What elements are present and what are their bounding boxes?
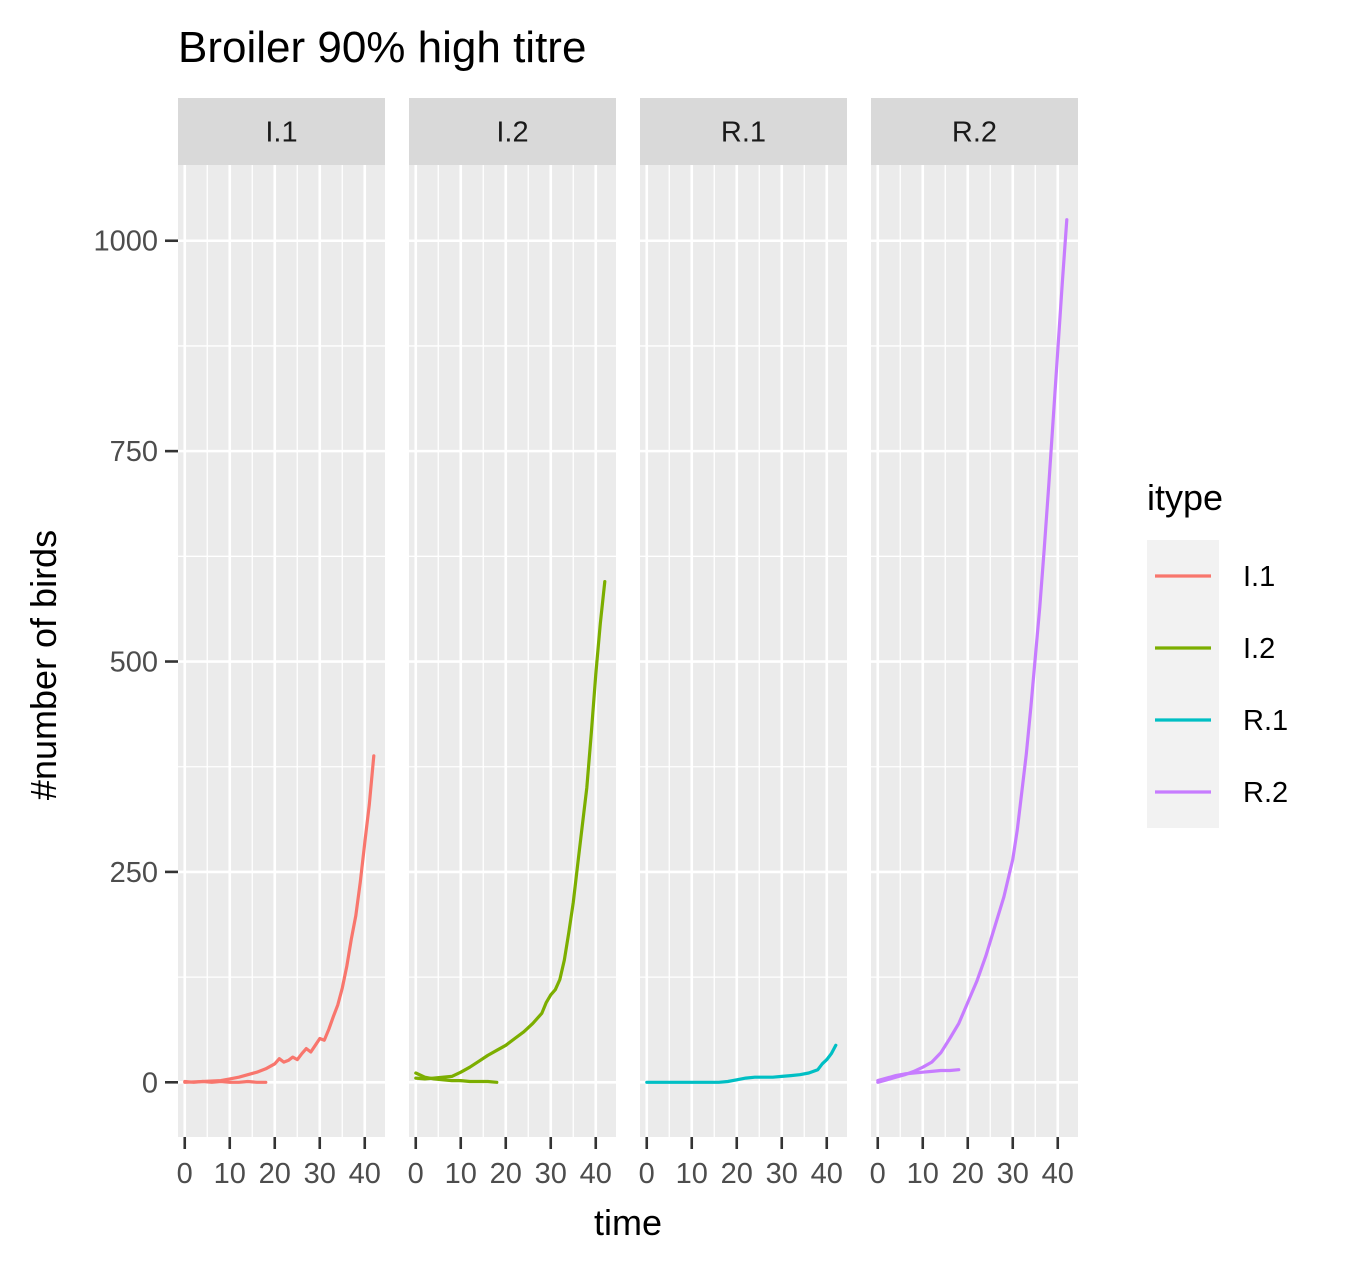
x-axis-title: time bbox=[594, 1202, 662, 1243]
facet-panel-i-2: I.2 0 10 20 30 40 bbox=[408, 98, 616, 1190]
facet-panel-i-1: I.1 0 10 20 30 40 bbox=[177, 98, 385, 1190]
x-tick-label: 40 bbox=[349, 1158, 381, 1190]
facet-panel-r-1: R.1 0 10 20 30 40 bbox=[639, 98, 847, 1190]
x-tick-label: 10 bbox=[907, 1158, 939, 1190]
series-line-r-2 bbox=[876, 218, 1069, 1084]
x-tick-label: 40 bbox=[1042, 1158, 1074, 1190]
y-tick-label: 0 bbox=[142, 1067, 158, 1099]
x-tick-label: 10 bbox=[214, 1158, 246, 1190]
x-tick-label: 0 bbox=[639, 1158, 655, 1190]
chart-title: Broiler 90% high titre bbox=[178, 23, 586, 72]
facet-strip bbox=[871, 98, 1078, 165]
x-tick-label: 20 bbox=[490, 1158, 522, 1190]
y-tick-label: 500 bbox=[110, 647, 158, 679]
facet-strip-label: R.1 bbox=[721, 117, 766, 149]
x-tick-label: 30 bbox=[997, 1158, 1029, 1190]
x-tick-label: 0 bbox=[870, 1158, 886, 1190]
x-tick-label: 0 bbox=[177, 1158, 193, 1190]
panel-background bbox=[871, 165, 1078, 1137]
legend: itype I.1 I.2 R.1 R.2 bbox=[1147, 477, 1288, 828]
x-tick-label: 10 bbox=[676, 1158, 708, 1190]
legend-label: I.2 bbox=[1243, 633, 1275, 665]
facet-strip bbox=[640, 98, 847, 165]
y-tick-label: 750 bbox=[110, 436, 158, 468]
legend-key-background bbox=[1147, 540, 1219, 828]
panel-background bbox=[178, 165, 385, 1137]
x-tick-label: 40 bbox=[580, 1158, 612, 1190]
legend-label: I.1 bbox=[1243, 561, 1275, 593]
legend-title: itype bbox=[1147, 477, 1223, 518]
y-tick-label: 250 bbox=[110, 857, 158, 889]
x-tick-label: 30 bbox=[304, 1158, 336, 1190]
facet-strip-label: I.1 bbox=[265, 117, 297, 149]
y-axis: 0 250 500 750 1000 bbox=[93, 226, 178, 1099]
x-tick-label: 20 bbox=[259, 1158, 291, 1190]
x-tick-label: 20 bbox=[952, 1158, 984, 1190]
panel-background bbox=[409, 165, 616, 1137]
series-line-i-1 bbox=[183, 754, 376, 1084]
facet-panels: I.1 0 10 20 30 40 I.2 0 10 20 30 40 R.1 0 10 20 30 40 R.2 0… bbox=[177, 98, 1078, 1190]
x-tick-label: 30 bbox=[766, 1158, 798, 1190]
x-tick-label: 0 bbox=[408, 1158, 424, 1190]
panel-background bbox=[640, 165, 847, 1137]
legend-label: R.2 bbox=[1243, 777, 1288, 809]
series-line-r-1 bbox=[645, 1043, 838, 1084]
x-tick-label: 30 bbox=[535, 1158, 567, 1190]
facet-strip bbox=[178, 98, 385, 165]
x-tick-label: 10 bbox=[445, 1158, 477, 1190]
y-tick-label: 1000 bbox=[93, 226, 158, 258]
series-line-i-2 bbox=[414, 579, 607, 1081]
facet-strip-label: I.2 bbox=[496, 117, 528, 149]
y-axis-title: #number of birds bbox=[23, 530, 64, 800]
facet-strip bbox=[409, 98, 616, 165]
x-tick-label: 40 bbox=[811, 1158, 843, 1190]
x-tick-label: 20 bbox=[721, 1158, 753, 1190]
facet-panel-r-2: R.2 0 10 20 30 40 bbox=[870, 98, 1078, 1190]
facet-strip-label: R.2 bbox=[952, 117, 997, 149]
legend-label: R.1 bbox=[1243, 705, 1288, 737]
